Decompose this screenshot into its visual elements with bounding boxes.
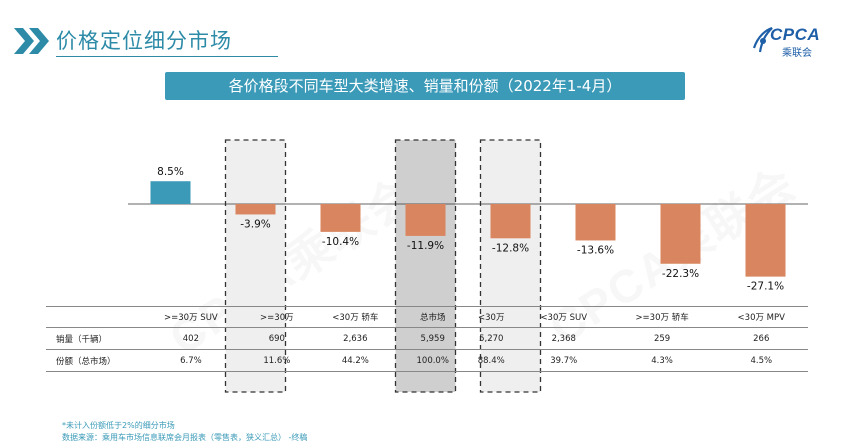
cpca-logo: CPCA 乘联会	[752, 24, 836, 59]
table-row: 销量（千辆） 402 690 2,636 5,959 5,270 2,368 2…	[46, 327, 808, 350]
bar-value-label: -11.9%	[407, 240, 444, 252]
title-underline	[56, 56, 278, 57]
table-cell: 2,368	[517, 327, 610, 350]
data-table: >=30万 SUV >=30万 <30万 轿车 总市场 <30万 <30万 SU…	[46, 306, 808, 372]
table-cell: 2,636	[309, 327, 401, 350]
bar	[745, 204, 786, 277]
table-cell: 259	[609, 327, 715, 350]
table-cell: 5,959	[400, 327, 465, 350]
table-cell: 6.7%	[138, 349, 244, 372]
table-cell: 39.7%	[517, 349, 610, 372]
logo-subtext: 乘联会	[782, 48, 812, 59]
table-cell: 44.2%	[309, 349, 401, 372]
bar-value-label: -22.3%	[662, 268, 699, 280]
table-row: 份额（总市场） 6.7% 11.6% 44.2% 100.0% 88.4% 39…	[46, 349, 808, 372]
bar	[235, 204, 276, 215]
bar	[320, 204, 361, 232]
bar	[405, 204, 446, 236]
row-label: 销量（千辆）	[46, 327, 138, 350]
table-header: <30万 轿车	[309, 306, 401, 328]
bar-value-label: 8.5%	[157, 166, 184, 178]
bar-value-label: -27.1%	[747, 281, 784, 293]
table-cell: 402	[138, 327, 244, 350]
table-header-row: >=30万 SUV >=30万 <30万 轿车 总市场 <30万 <30万 SU…	[46, 306, 808, 328]
table-corner	[46, 306, 138, 328]
table-header: 总市场	[400, 306, 465, 328]
bar-value-label: -13.6%	[577, 244, 614, 256]
bar	[150, 181, 191, 204]
row-label: 份额（总市场）	[46, 349, 138, 372]
table-cell: 4.3%	[609, 349, 715, 372]
table-cell: 4.5%	[714, 349, 808, 372]
bar	[575, 204, 616, 241]
footnote: *未计入份额低于2%的细分市场	[62, 421, 175, 430]
table-cell: 5,270	[464, 327, 518, 350]
bar	[660, 204, 701, 264]
table-header: <30万 MPV	[714, 306, 808, 328]
table-header: >=30万 轿车	[609, 306, 715, 328]
table-header: <30万 SUV	[517, 306, 610, 328]
table-header: >=30万 SUV	[138, 306, 244, 328]
bar-value-label: -10.4%	[322, 236, 359, 248]
bar-value-label: -3.9%	[240, 218, 270, 230]
table-cell: 690	[243, 327, 310, 350]
table-cell: 266	[714, 327, 808, 350]
table-header: >=30万	[243, 306, 310, 328]
table-header: <30万	[464, 306, 518, 328]
bar	[490, 204, 531, 239]
logo-text: CPCA	[770, 25, 821, 44]
page-title: 价格定位细分市场	[56, 29, 232, 53]
chart-subtitle: 各价格段不同车型大类增速、销量和份额（2022年1-4月）	[165, 72, 685, 100]
table-cell: 11.6%	[243, 349, 310, 372]
table-cell: 88.4%	[464, 349, 518, 372]
table-cell: 100.0%	[400, 349, 465, 372]
logo-swirl-icon	[752, 26, 773, 53]
chevron-icon	[14, 28, 49, 54]
bar-value-label: -12.8%	[492, 242, 529, 254]
footnote-source: 数据来源：乘用车市场信息联席会月报表（零售表，狭义汇总） -终稿	[62, 433, 308, 442]
